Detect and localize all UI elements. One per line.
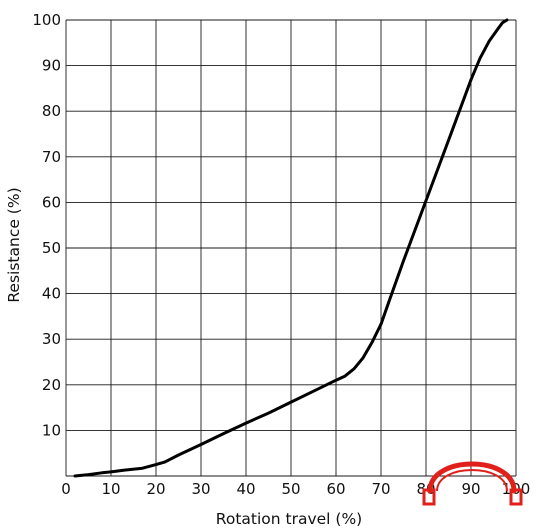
y-tick-label: 50 xyxy=(42,239,61,257)
y-tick-label: 20 xyxy=(42,376,61,394)
y-tick-label: 60 xyxy=(42,193,61,211)
grid xyxy=(65,19,517,477)
y-axis-label: Resistance (%) xyxy=(5,187,23,302)
y-tick-label: 70 xyxy=(42,148,61,166)
y-tick-label: 10 xyxy=(42,421,61,439)
y-tick-labels: 10 20 30 40 50 60 70 80 90 100 xyxy=(32,11,61,439)
x-tick-label: 60 xyxy=(326,480,345,498)
x-axis-label: Rotation travel (%) xyxy=(216,510,362,528)
headphones-logo-icon xyxy=(422,461,523,506)
x-tick-label: 70 xyxy=(371,480,390,498)
x-tick-label: 50 xyxy=(281,480,300,498)
y-tick-label: 40 xyxy=(42,285,61,303)
y-tick-label: 90 xyxy=(42,57,61,75)
x-tick-label: 20 xyxy=(146,480,165,498)
y-tick-label: 100 xyxy=(32,11,61,29)
x-tick-label: 10 xyxy=(101,480,120,498)
series-line xyxy=(73,18,509,478)
series-curve-group xyxy=(73,18,509,478)
x-tick-label: 40 xyxy=(236,480,255,498)
x-tick-labels: 0 10 20 30 40 50 60 70 80 90 100 xyxy=(61,480,530,498)
y-tick-label: 30 xyxy=(42,330,61,348)
x-tick-label: 90 xyxy=(461,480,480,498)
x-tick-label: 0 xyxy=(61,480,71,498)
y-tick-label: 80 xyxy=(42,102,61,120)
x-tick-label: 30 xyxy=(191,480,210,498)
